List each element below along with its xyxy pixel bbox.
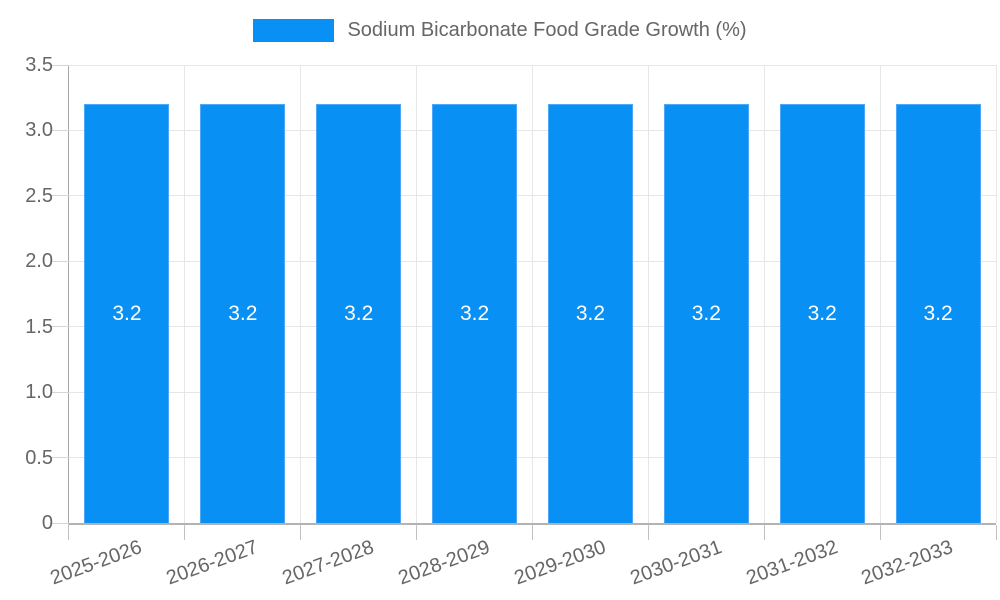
y-axis-tick-label: 2.0	[25, 250, 53, 273]
plot-area: 0 0.5 1.0 1.5 2.0 2.5 3.0 3.5 3.2 3.2 3.2 3.2 3.2 3.2…	[25, 55, 997, 540]
bar-value-label: 3.2	[691, 302, 721, 326]
x-axis-tick-label: 2032-2033	[858, 536, 957, 590]
y-axis-tick	[51, 260, 69, 262]
gridline-vertical	[995, 65, 997, 523]
bar[interactable]: 3.2	[432, 104, 518, 523]
x-axis-tick	[995, 525, 997, 540]
bar[interactable]: 3.2	[316, 104, 402, 523]
y-axis-tick	[51, 64, 69, 66]
bar-value-label: 3.2	[228, 302, 258, 326]
x-axis-tick	[647, 525, 649, 540]
y-axis-tick	[51, 391, 69, 393]
x-axis-tick-label: 2030-2031	[627, 536, 725, 590]
x-axis-tick	[532, 525, 533, 540]
gridline-vertical	[532, 65, 533, 523]
y-axis-tick	[51, 129, 69, 131]
y-axis-tick-label: 3.5	[25, 54, 53, 76]
gridline-vertical	[184, 65, 186, 523]
bar-value-label: 3.2	[807, 302, 837, 326]
y-axis-tick	[51, 457, 69, 459]
y-axis-tick	[51, 522, 69, 524]
y-axis-tick	[51, 195, 69, 197]
x-axis-tick	[184, 525, 186, 540]
gridline-vertical	[763, 65, 765, 523]
bar[interactable]: 3.2	[895, 104, 981, 523]
bar[interactable]: 3.2	[663, 104, 749, 523]
bar[interactable]: 3.2	[84, 104, 170, 523]
legend-label: Sodium Bicarbonate Food Grade Growth (%)	[347, 19, 747, 41]
bar-value-label: 3.2	[344, 302, 374, 326]
y-axis-tick-label: 1.0	[25, 381, 53, 404]
y-axis-tick-label: 2.5	[25, 184, 53, 207]
x-axis-tick	[300, 525, 302, 540]
x-axis-tick-label: 2029-2030	[511, 536, 609, 590]
bar-value-label: 3.2	[112, 302, 142, 326]
gridline-vertical	[416, 65, 418, 523]
x-axis-tick	[416, 525, 418, 540]
x-axis-tick	[68, 525, 69, 540]
x-axis-tick-label: 2025-2026	[47, 536, 146, 590]
x-axis-tick	[879, 525, 881, 540]
legend-swatch-icon	[253, 19, 335, 42]
gridline-vertical	[647, 65, 649, 523]
gridline-vertical	[879, 65, 881, 523]
y-axis-tick-label: 1.5	[25, 315, 53, 338]
bar-value-label: 3.2	[459, 302, 490, 326]
y-axis-tick-label: 3.0	[25, 119, 53, 142]
x-axis-tick-label: 2031-2032	[742, 536, 841, 590]
y-axis-tick-label: 0.5	[25, 446, 53, 469]
x-axis-tick-label: 2026-2027	[163, 536, 261, 590]
bar[interactable]: 3.2	[779, 104, 865, 523]
x-axis-tick	[763, 525, 765, 540]
y-axis-tick	[51, 326, 69, 328]
bar-value-label: 3.2	[923, 302, 953, 326]
legend[interactable]: Sodium Bicarbonate Food Grade Growth (%)	[0, 19, 1000, 42]
gridline-vertical	[300, 65, 302, 523]
y-axis-tick-label: 0	[41, 512, 53, 534]
bar[interactable]: 3.2	[200, 104, 286, 523]
x-axis-tick-label: 2028-2029	[395, 536, 493, 590]
bar[interactable]: 3.2	[547, 104, 633, 523]
bar-value-label: 3.2	[575, 302, 606, 326]
x-axis-tick-label: 2027-2028	[279, 536, 377, 590]
